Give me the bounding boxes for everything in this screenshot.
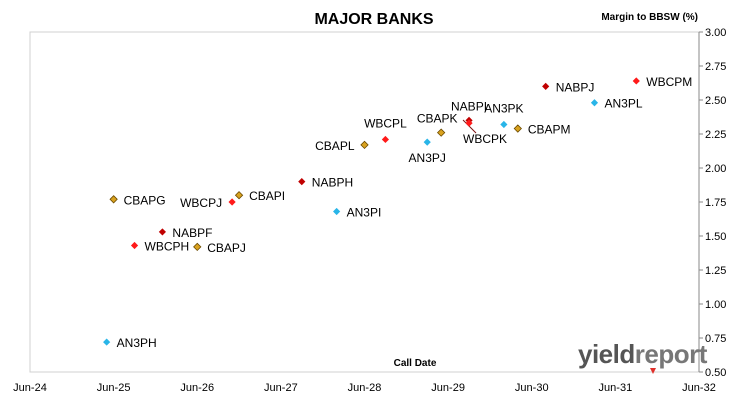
point-label: AN3PI <box>347 206 382 220</box>
point-nabph: NABPH <box>298 176 353 190</box>
point-label: CBAPJ <box>207 241 246 255</box>
y-tick-label: 3.00 <box>705 27 726 39</box>
diamond-marker <box>542 82 550 90</box>
y-axis-label: Margin to BBSW (%) <box>601 12 698 23</box>
point-cbapj: CBAPJ <box>193 241 246 255</box>
x-tick-label: Jun-24 <box>13 382 47 394</box>
point-an3pi: AN3PI <box>333 206 381 220</box>
x-tick-label: Jun-30 <box>515 382 549 394</box>
point-label: CBAPL <box>315 139 355 153</box>
x-tick-label: Jun-27 <box>264 382 298 394</box>
point-label: NABPF <box>172 226 212 240</box>
x-axis-label: Call Date <box>394 358 437 369</box>
point-wbcpk: WBCPK <box>463 119 507 146</box>
point-wbcph: WBCPH <box>130 240 190 254</box>
point-label: NABPJ <box>556 80 595 94</box>
diamond-marker <box>590 99 599 107</box>
point-label: CBAPI <box>249 189 285 203</box>
chart-title: MAJOR BANKS <box>314 11 433 28</box>
point-cbapm: CBAPM <box>513 123 571 137</box>
diamond-marker <box>513 124 522 133</box>
point-label: AN3PH <box>117 336 157 350</box>
y-tick-label: 1.00 <box>705 299 726 311</box>
point-wbcpl: WBCPL <box>364 116 407 144</box>
point-an3pk: AN3PK <box>484 101 524 129</box>
y-axis-ticks: 0.50 0.75 1.00 1.25 1.50 1.75 2.00 2.25 2.50 2.75… <box>699 27 726 379</box>
y-tick-label: 0.75 <box>705 333 726 345</box>
diamond-marker <box>109 195 118 204</box>
point-label: WBCPK <box>463 132 507 146</box>
y-tick-label: 2.00 <box>705 163 726 175</box>
diamond-marker <box>234 191 244 200</box>
point-label: AN3PL <box>604 97 642 111</box>
x-axis-ticks: Jun-24 Jun-25 Jun-26 Jun-27 Jun-28 Jun-29 Jun-… <box>13 382 716 394</box>
y-tick-label: 2.75 <box>705 61 726 73</box>
diamond-marker <box>360 140 369 150</box>
point-nabpj: NABPJ <box>542 80 594 94</box>
x-tick-label: Jun-32 <box>682 382 716 394</box>
diamond-marker <box>193 242 202 252</box>
diamond-marker <box>103 338 111 346</box>
y-tick-label: 1.75 <box>705 197 726 209</box>
point-label: WBCPM <box>646 75 692 89</box>
diamond-marker <box>632 77 640 85</box>
y-tick-label: 0.50 <box>705 367 726 379</box>
x-tick-label: Jun-31 <box>599 382 633 394</box>
point-label: AN3PJ <box>409 151 446 165</box>
y-tick-label: 1.50 <box>705 231 726 243</box>
leader-line-wbcpk <box>462 119 477 134</box>
diamond-marker <box>465 119 473 127</box>
point-cbapl: CBAPL <box>315 139 369 153</box>
diamond-marker <box>381 135 390 144</box>
point-label: NABPI <box>451 99 487 113</box>
logo-yield-text: yield <box>578 339 635 369</box>
point-an3ph: AN3PH <box>103 336 157 350</box>
point-cbapi: CBAPI <box>234 189 285 203</box>
diamond-marker <box>298 178 306 186</box>
point-label: CBAPM <box>528 123 571 137</box>
diamond-marker <box>333 207 341 216</box>
point-cbapk: CBAPK <box>417 112 458 137</box>
point-label: NABPH <box>312 176 353 190</box>
x-tick-label: Jun-29 <box>431 382 465 394</box>
diamond-marker <box>130 241 139 250</box>
point-label: WBCPJ <box>180 196 222 210</box>
point-nabpf: NABPF <box>158 226 212 240</box>
point-wbcpm: WBCPM <box>632 75 692 89</box>
y-tick-label: 2.25 <box>705 129 726 141</box>
diamond-marker <box>500 120 508 129</box>
diamond-marker <box>158 228 167 236</box>
x-tick-label: Jun-25 <box>97 382 131 394</box>
point-wbcpj: WBCPJ <box>180 196 236 210</box>
svg-text:yieldreport: yieldreport <box>578 339 708 369</box>
point-an3pj: AN3PJ <box>409 138 446 165</box>
yieldreport-logo: yieldreport <box>578 339 708 374</box>
logo-report-text: report <box>635 339 708 369</box>
x-tick-label: Jun-26 <box>180 382 214 394</box>
diamond-marker <box>228 198 236 206</box>
point-label: WBCPL <box>364 116 407 130</box>
point-cbapg: CBAPG <box>109 193 166 207</box>
point-label: CBAPK <box>417 112 458 126</box>
y-tick-label: 2.50 <box>705 95 726 107</box>
x-tick-label: Jun-28 <box>348 382 382 394</box>
point-label: AN3PK <box>484 101 523 115</box>
diamond-marker <box>423 138 431 146</box>
point-an3pl: AN3PL <box>590 97 643 111</box>
point-label: WBCPH <box>145 240 190 254</box>
diamond-marker <box>436 128 446 137</box>
logo-triangle-icon <box>650 368 656 374</box>
y-tick-label: 1.25 <box>705 265 726 277</box>
point-label: CBAPG <box>124 193 166 207</box>
